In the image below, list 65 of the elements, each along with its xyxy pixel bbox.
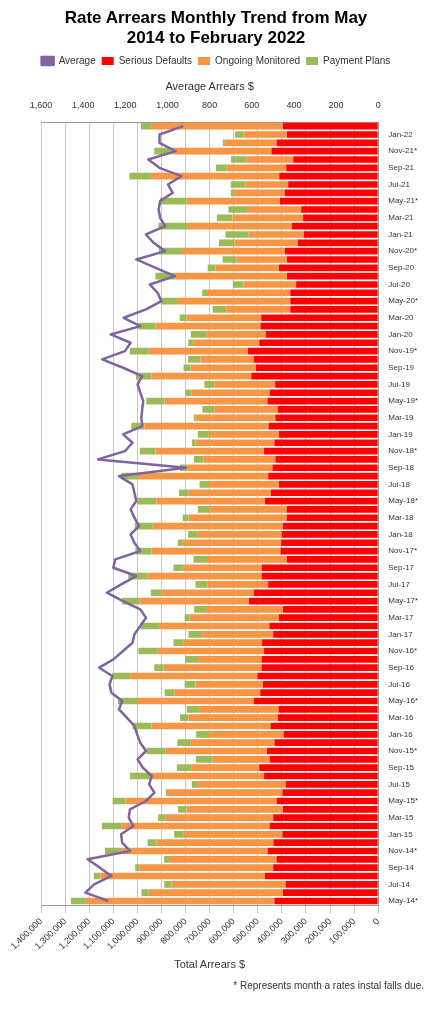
y-tick-label: Jul-21 bbox=[388, 179, 411, 189]
y-tick-label: Jul-16 bbox=[388, 679, 411, 689]
y-tick-label: Nov-20* bbox=[388, 246, 418, 256]
y-tick-label: Jan-17 bbox=[388, 629, 414, 639]
y-tick-label: Mar-17 bbox=[388, 612, 415, 622]
y-tick-label: May-14* bbox=[388, 896, 419, 906]
y-tick-label: Nov-17* bbox=[388, 546, 418, 556]
x2-tick-label: 1,600 bbox=[29, 100, 53, 111]
y-tick-label: May-18* bbox=[388, 496, 419, 506]
y-tick-label: Sep-15 bbox=[388, 762, 415, 772]
x2-tick-label: 1,400 bbox=[71, 100, 95, 111]
y-tick-label: Jul-15 bbox=[388, 779, 411, 789]
y-tick-label: Nov-15* bbox=[388, 746, 418, 756]
y-tick-label: Sep-16 bbox=[388, 662, 415, 672]
x2-tick-label: 1,000 bbox=[156, 100, 179, 111]
y-tick-label: Jan-19 bbox=[388, 429, 414, 439]
y-tick-label: Nov-18* bbox=[388, 446, 418, 456]
x2-tick-label: 200 bbox=[328, 100, 344, 111]
y-tick-label: Jul-20 bbox=[388, 279, 411, 289]
y-tick-label: Mar-20 bbox=[388, 312, 415, 322]
legend-label: Average bbox=[58, 54, 97, 66]
x-tick-label: 0 bbox=[370, 916, 382, 927]
y-tick-label: Jul-14 bbox=[388, 879, 411, 889]
legend-label: Serious Defaults bbox=[118, 54, 193, 66]
legend-label: Payment Plans bbox=[323, 54, 391, 66]
y-tick-label: Jan-22 bbox=[388, 129, 414, 139]
y-tick-label: May-17* bbox=[388, 596, 419, 606]
y-tick-label: Jul-19 bbox=[388, 379, 411, 389]
y-tick-label: Sep-21 bbox=[388, 163, 415, 173]
x2-tick-label: 1,200 bbox=[114, 100, 137, 111]
y-tick-label: Jul-17 bbox=[388, 579, 411, 589]
y-tick-label: Mar-21 bbox=[388, 213, 415, 223]
x2-tick-label: 400 bbox=[286, 100, 302, 111]
y-tick-label: Jan-21 bbox=[388, 229, 414, 239]
x2-tick-label: 0 bbox=[375, 100, 381, 111]
x2-axis-title: Average Arrears $ bbox=[165, 79, 254, 92]
y-tick-label: Sep-14 bbox=[388, 862, 415, 872]
y-tick-label: Jan-15 bbox=[388, 829, 414, 839]
y-tick-label: Sep-18 bbox=[388, 462, 415, 472]
text: * Represents month a rates instal falls due. bbox=[232, 980, 424, 991]
x2-tick-label: 600 bbox=[244, 100, 260, 111]
y-tick-label: Nov-19* bbox=[388, 346, 418, 356]
y-tick-label: May-21* bbox=[388, 196, 419, 206]
y-tick-label: Jan-18 bbox=[388, 529, 414, 539]
x-axis-title: Total Arrears $ bbox=[174, 958, 246, 971]
y-tick-label: Jan-20 bbox=[388, 329, 414, 339]
y-tick-label: Nov-21* bbox=[388, 146, 418, 156]
y-tick-label: Mar-15 bbox=[388, 812, 415, 822]
y-tick-label: May-20* bbox=[388, 296, 419, 306]
y-tick-label: May-15* bbox=[388, 796, 419, 806]
y-tick-label: Nov-16* bbox=[388, 646, 418, 656]
y-tick-label: Sep-19 bbox=[388, 362, 415, 372]
y-tick-label: Jul-18 bbox=[388, 479, 411, 489]
legend-label: Ongoing Monitored bbox=[215, 54, 301, 66]
x2-tick-label: 800 bbox=[202, 100, 218, 111]
y-tick-label: Sep-17 bbox=[388, 562, 415, 572]
chart-title: Rate Arrears Monthly Trend from May 2014 to February 2022 bbox=[63, 8, 369, 48]
y-tick-label: May-19* bbox=[388, 396, 419, 406]
y-tick-label: May-16* bbox=[388, 696, 419, 706]
y-tick-label: Mar-16 bbox=[388, 712, 415, 722]
y-tick-label: Mar-18 bbox=[388, 512, 415, 522]
y-tick-label: Jan-16 bbox=[388, 729, 414, 739]
y-tick-label: Nov-14* bbox=[388, 846, 418, 856]
y-tick-label: Mar-19 bbox=[388, 412, 415, 422]
y-tick-label: Sep-20 bbox=[388, 263, 415, 272]
